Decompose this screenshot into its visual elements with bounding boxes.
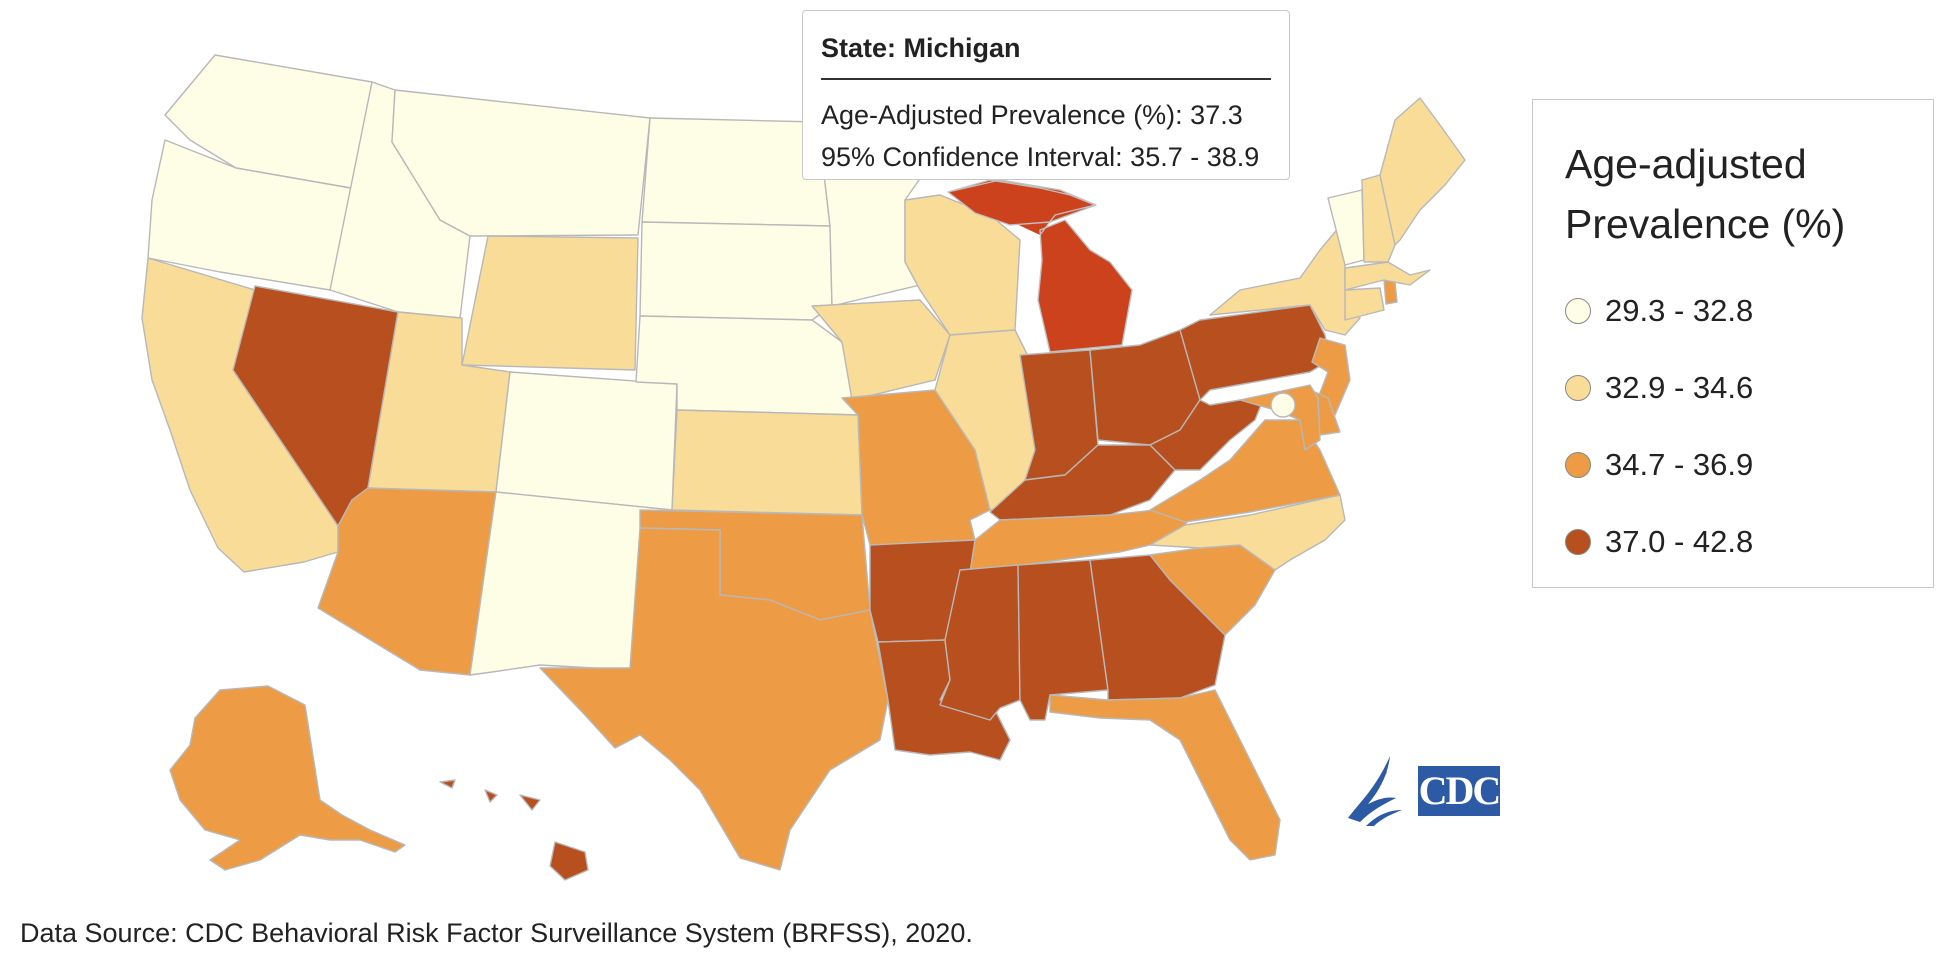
legend-title-line1: Age-adjusted	[1565, 141, 1807, 187]
legend-item[interactable]: 29.3 - 32.8	[1565, 272, 1933, 349]
legend-swatch	[1565, 374, 1591, 401]
state-AK[interactable]	[169, 685, 406, 871]
cdc-logo-text: CDC	[1419, 768, 1500, 813]
legend-label: 34.7 - 36.9	[1605, 446, 1754, 482]
state-DC[interactable]	[1270, 392, 1296, 418]
state-FL[interactable]	[1049, 689, 1281, 861]
states-layer	[141, 54, 1466, 881]
state-NH[interactable]	[1361, 174, 1396, 263]
state-KS[interactable]	[671, 409, 863, 516]
state-CT[interactable]	[1344, 287, 1385, 321]
legend-title: Age-adjusted Prevalence (%)	[1565, 134, 1933, 254]
legend-swatch	[1565, 451, 1591, 478]
legend-title-line2: Prevalence (%)	[1565, 201, 1846, 247]
tooltip-prevalence: Age-Adjusted Prevalence (%): 37.3	[821, 100, 1243, 130]
legend-label: 37.0 - 42.8	[1605, 523, 1754, 559]
tooltip-confidence-interval: 95% Confidence Interval: 35.7 - 38.9	[821, 142, 1260, 172]
state-WY[interactable]	[461, 235, 639, 371]
cdc-logo: CDC	[1348, 756, 1501, 826]
legend-label: 29.3 - 32.8	[1605, 292, 1754, 328]
legend-item[interactable]: 32.9 - 34.6	[1565, 349, 1933, 426]
state-MI[interactable]	[947, 179, 1133, 353]
hhs-eagle-icon	[1348, 756, 1402, 826]
state-TX[interactable]	[539, 527, 889, 871]
state-tooltip: State: Michigan Age-Adjusted Prevalence …	[802, 10, 1290, 180]
legend-swatch	[1565, 297, 1591, 324]
tooltip-title: State: Michigan	[821, 33, 1271, 80]
state-AZ[interactable]	[317, 487, 497, 676]
legend-item[interactable]: 34.7 - 36.9	[1565, 426, 1933, 503]
state-OR[interactable]	[147, 139, 363, 291]
state-ME[interactable]	[1379, 97, 1466, 246]
state-RI[interactable]	[1383, 279, 1398, 305]
state-NC[interactable]	[1149, 494, 1346, 571]
choropleth-map	[141, 54, 1466, 881]
legend-item[interactable]: 37.0 - 42.8	[1565, 503, 1933, 580]
legend-label: 32.9 - 34.6	[1605, 369, 1754, 405]
state-MA[interactable]	[1344, 261, 1431, 291]
state-IA[interactable]	[811, 299, 951, 401]
legend-swatch	[1565, 528, 1591, 555]
state-SD[interactable]	[639, 221, 833, 321]
state-CO[interactable]	[495, 371, 678, 511]
legend: Age-adjusted Prevalence (%) 29.3 - 32.8 …	[1532, 99, 1934, 588]
data-source-note: Data Source: CDC Behavioral Risk Factor …	[20, 918, 973, 948]
state-HI[interactable]	[439, 779, 589, 881]
